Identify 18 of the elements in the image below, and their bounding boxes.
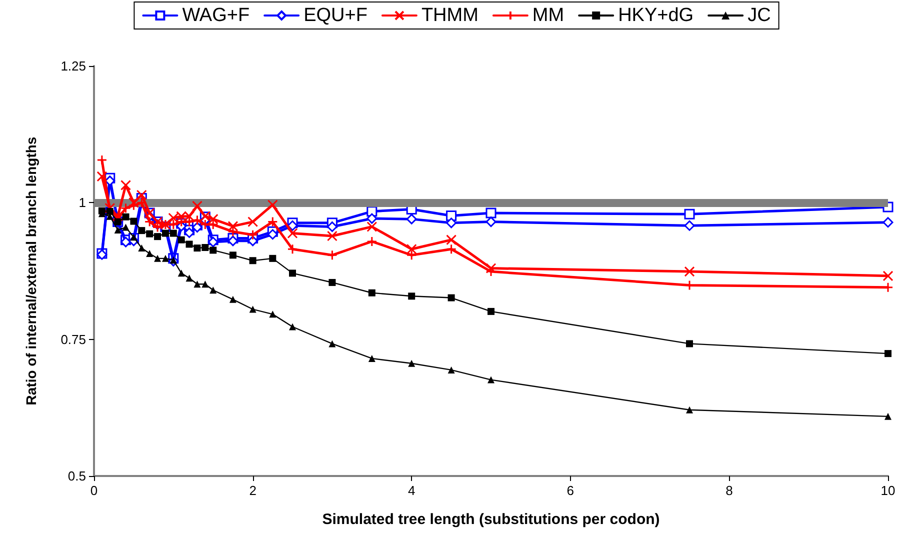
legend-label: HKY+dG	[618, 5, 694, 26]
x-axis-title: Simulated tree length (substitutions per codon)	[322, 511, 660, 528]
x-tick-label: 0	[90, 483, 98, 498]
y-tick-label: 0.5	[68, 468, 86, 484]
legend-label: THMM	[421, 5, 478, 26]
x-tick-label: 6	[566, 483, 574, 498]
y-tick-label: 1.25	[60, 58, 86, 74]
x-tick-label: 8	[726, 483, 733, 498]
y-axis-title: Ratio of internal/external branch lengths	[23, 136, 39, 406]
legend-label: EQU+F	[304, 5, 368, 26]
x-tick-label: 2	[249, 483, 256, 498]
x-tick-label: 10	[880, 483, 896, 498]
legend-label: MM	[532, 5, 564, 26]
legend-label: WAG+F	[182, 5, 250, 26]
x-tick-label: 4	[408, 483, 416, 498]
legend-label: JC	[748, 5, 771, 26]
y-tick-label: 0.75	[60, 332, 86, 347]
y-tick-label: 1	[78, 195, 86, 210]
